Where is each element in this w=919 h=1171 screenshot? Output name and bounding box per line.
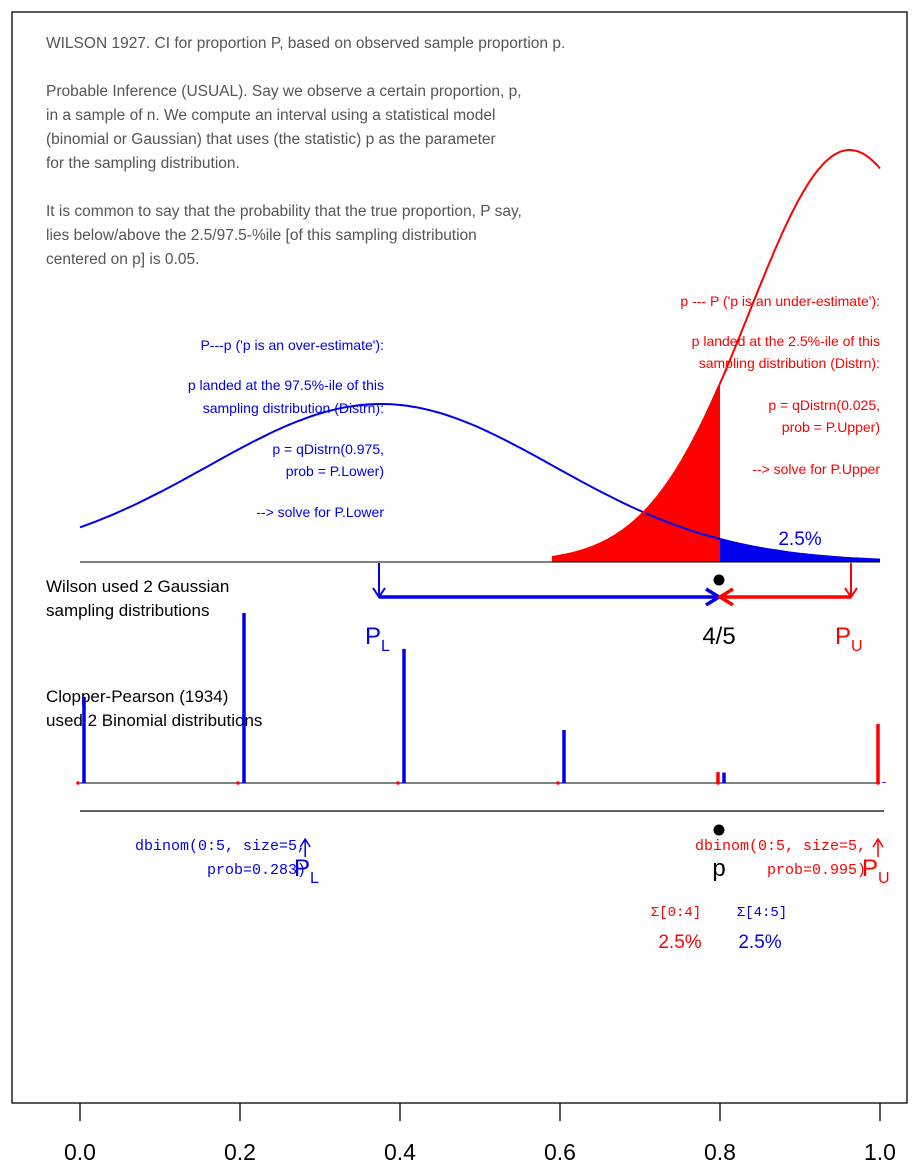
x-tick-label: 0.8 xyxy=(704,1139,736,1165)
wilson-tail-label-right: 2.5% xyxy=(778,529,821,550)
intro-line: It is common to say that the probability… xyxy=(46,203,522,220)
baseline-dot xyxy=(76,781,80,785)
red-dbinom-call-line: dbinom(0:5, size=5, xyxy=(695,838,866,855)
red-annotation-line: p = qDistrn(0.025, xyxy=(768,397,880,413)
clopper-bound-marker-arrowhead xyxy=(872,837,884,848)
x-tick-label: 0.2 xyxy=(224,1139,256,1165)
clopper-pct-right: 2.5% xyxy=(738,932,781,953)
x-tick-label: 0.0 xyxy=(64,1139,96,1165)
clopper-label-upper: PU xyxy=(862,855,890,887)
baseline-dot xyxy=(876,781,880,785)
wilson-label-observed: 4/5 xyxy=(702,623,735,650)
clopper-caption-line: Clopper-Pearson (1934) xyxy=(46,687,228,706)
intro-line: lies below/above the 2.5/97.5-%ile [of t… xyxy=(46,227,477,244)
wilson-label-upper: PU xyxy=(835,623,863,655)
wilson-lower-tail-fill xyxy=(552,383,720,562)
red-annotation-line: p --- P ('p is an under-estimate'): xyxy=(680,293,880,309)
x-tick-label: 1.0 xyxy=(864,1139,896,1165)
red-annotation-line: --> solve for P.Upper xyxy=(752,461,880,477)
plot-frame xyxy=(11,11,908,1104)
red-annotation: p --- P ('p is an under-estimate'): p la… xyxy=(680,293,880,477)
clopper-observed-point xyxy=(713,824,725,836)
blue-annotation: P---p ('p is an over-estimate'): p lande… xyxy=(188,337,384,520)
intro-line: centered on p] is 0.05. xyxy=(46,251,199,268)
sum-label-left: Σ[0:4] xyxy=(651,905,701,921)
baseline-dot xyxy=(396,781,400,785)
red-annotation-line: prob = P.Upper) xyxy=(782,419,880,435)
intro-line: for the sampling distribution. xyxy=(46,155,240,172)
sum-label-right: Σ[4:5] xyxy=(737,905,787,921)
blue-annotation-line: prob = P.Lower) xyxy=(286,463,384,479)
baseline-dot xyxy=(716,781,720,785)
wilson-tail-fills xyxy=(552,383,880,562)
wilson-caption-line: sampling distributions xyxy=(46,601,209,620)
wilson-upper-span-arrowhead xyxy=(716,587,734,607)
x-axis: 0.0 0.2 0.4 0.6 0.8 1.0 xyxy=(64,1103,896,1165)
x-tick-label: 0.6 xyxy=(544,1139,576,1165)
clopper-caption-line: used 2 Binomial distributions xyxy=(46,711,262,730)
clopper-label-observed: p xyxy=(712,855,725,882)
baseline-dot xyxy=(556,781,560,785)
wilson-interval xyxy=(372,563,858,607)
wilson-caption-line: Wilson used 2 Gaussian xyxy=(46,577,229,596)
clopper-label-lower: PL xyxy=(294,855,319,887)
intro-line: in a sample of n. We compute an interval… xyxy=(46,107,495,124)
clopper-bound-marker-arrowhead xyxy=(299,837,311,848)
intro-text: WILSON 1927. CI for proportion P, based … xyxy=(46,35,565,268)
wilson-observed-point xyxy=(713,574,725,586)
blue-annotation-line: --> solve for P.Lower xyxy=(256,504,384,520)
blue-dbinom-call-line: prob=0.283) xyxy=(207,862,306,879)
wilson-lower-gaussian-curve xyxy=(79,403,881,561)
blue-dbinom-call-line: dbinom(0:5, size=5, xyxy=(135,838,306,855)
wilson-upper-gaussian-curve xyxy=(551,149,881,558)
blue-annotation-line: P---p ('p is an over-estimate'): xyxy=(200,337,384,353)
red-annotation-line: p landed at the 2.5%-ile of this xyxy=(692,333,880,349)
intro-line: Probable Inference (USUAL). Say we obser… xyxy=(46,83,522,100)
clopper-markers xyxy=(299,837,884,857)
wilson-upper-tail-fill xyxy=(720,539,880,562)
intro-line: (binomial or Gaussian) that uses (the st… xyxy=(46,131,496,148)
baseline-dot xyxy=(236,781,240,785)
x-tick-label: 0.4 xyxy=(384,1139,416,1165)
intro-title: WILSON 1927. CI for proportion P, based … xyxy=(46,35,565,52)
clopper-pct-left: 2.5% xyxy=(658,932,701,953)
red-dbinom-call-line: prob=0.995) xyxy=(767,862,866,879)
blue-annotation-line: sampling distribution (Distrn): xyxy=(203,400,384,416)
blue-annotation-line: p = qDistrn(0.975, xyxy=(272,441,384,457)
binomial-spikes xyxy=(76,613,886,785)
wilson-tail-label-left: 2.5% xyxy=(618,529,661,550)
red-annotation-line: sampling distribution (Distrn): xyxy=(699,355,880,371)
wilson-label-lower: PL xyxy=(365,623,390,655)
blue-annotation-line: p landed at the 97.5%-ile of this xyxy=(188,377,384,393)
